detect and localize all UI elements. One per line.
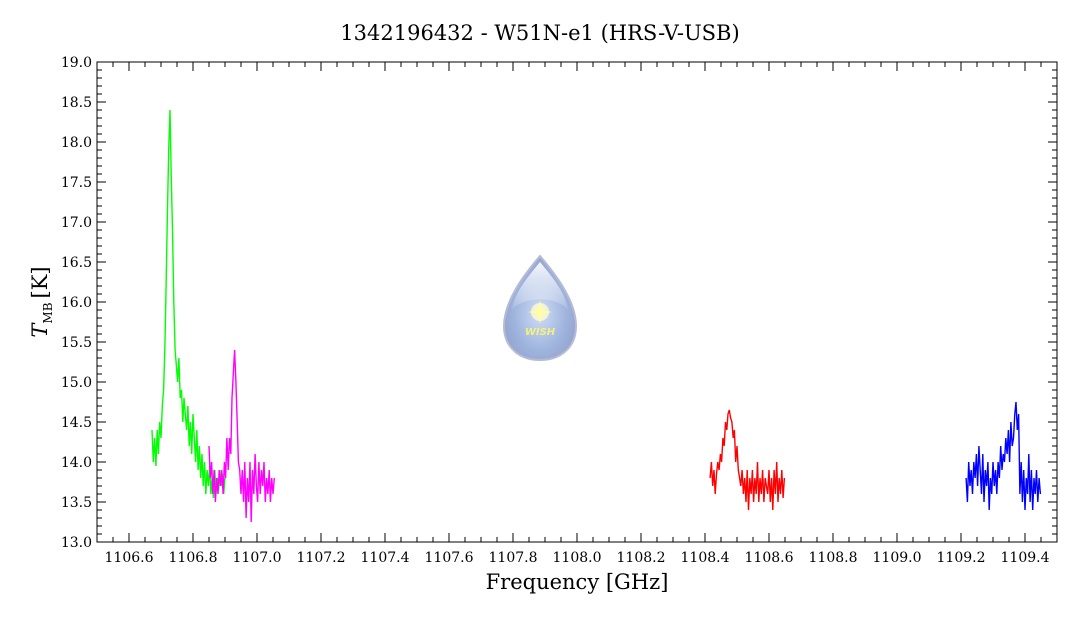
plot-frame bbox=[96, 61, 1058, 543]
y-tick-label: 13.0 bbox=[61, 535, 92, 551]
y-tick-label: 13.5 bbox=[61, 495, 92, 511]
series-green bbox=[151, 109, 226, 499]
x-tick-label: 1108.8 bbox=[809, 550, 858, 566]
x-tick-label: 1106.6 bbox=[105, 550, 154, 566]
logo-text: WISH bbox=[525, 327, 556, 338]
chart-title: 1342196432 - W51N-e1 (HRS-V-USB) bbox=[340, 21, 739, 45]
y-tick-label: 14.5 bbox=[61, 415, 92, 431]
y-tick-label: 18.0 bbox=[61, 135, 92, 151]
y-tick-label: 14.0 bbox=[61, 455, 92, 471]
x-tick-label: 1107.6 bbox=[425, 550, 474, 566]
x-tick-label: 1109.4 bbox=[1001, 550, 1050, 566]
y-tick-label: 15.0 bbox=[61, 375, 92, 391]
wish-logo: WISH bbox=[502, 254, 578, 362]
x-tick-label: 1108.6 bbox=[745, 550, 794, 566]
x-tick-label: 1108.4 bbox=[681, 550, 730, 566]
y-tick-label: 16.5 bbox=[61, 255, 92, 271]
y-label-symbol: T bbox=[28, 322, 52, 338]
x-tick-label: 1109.2 bbox=[937, 550, 986, 566]
y-tick-label: 15.5 bbox=[61, 335, 92, 351]
x-tick-label: 1107.2 bbox=[297, 550, 346, 566]
x-tick-label: 1108.2 bbox=[617, 550, 666, 566]
x-tick-label: 1108.0 bbox=[553, 550, 602, 566]
y-tick-label: 19.0 bbox=[61, 55, 92, 71]
y-label-subscript: MB bbox=[41, 302, 55, 323]
x-tick-label: 1107.0 bbox=[233, 550, 282, 566]
y-tick-label: 17.0 bbox=[61, 215, 92, 231]
series-magenta bbox=[208, 349, 275, 523]
x-axis-label: Frequency [GHz] bbox=[486, 570, 669, 594]
y-axis-label: TMB [K] bbox=[28, 266, 55, 337]
x-tick-label: 1107.4 bbox=[361, 550, 410, 566]
y-tick-label: 17.5 bbox=[61, 175, 92, 191]
x-tick-label: 1107.8 bbox=[489, 550, 538, 566]
series-layer bbox=[151, 109, 1042, 523]
y-tick-label: 16.0 bbox=[61, 295, 92, 311]
x-tick-label: 1106.8 bbox=[169, 550, 218, 566]
series-blue bbox=[965, 401, 1042, 511]
x-tick-label: 1109.0 bbox=[873, 550, 922, 566]
series-red bbox=[709, 409, 786, 511]
y-label-unit: [K] bbox=[28, 266, 52, 298]
y-tick-label: 18.5 bbox=[61, 95, 92, 111]
ticks-layer: 1106.6 1106.8 1107.0 1107.2 1107.4 1107.6 1107… bbox=[61, 55, 1058, 566]
